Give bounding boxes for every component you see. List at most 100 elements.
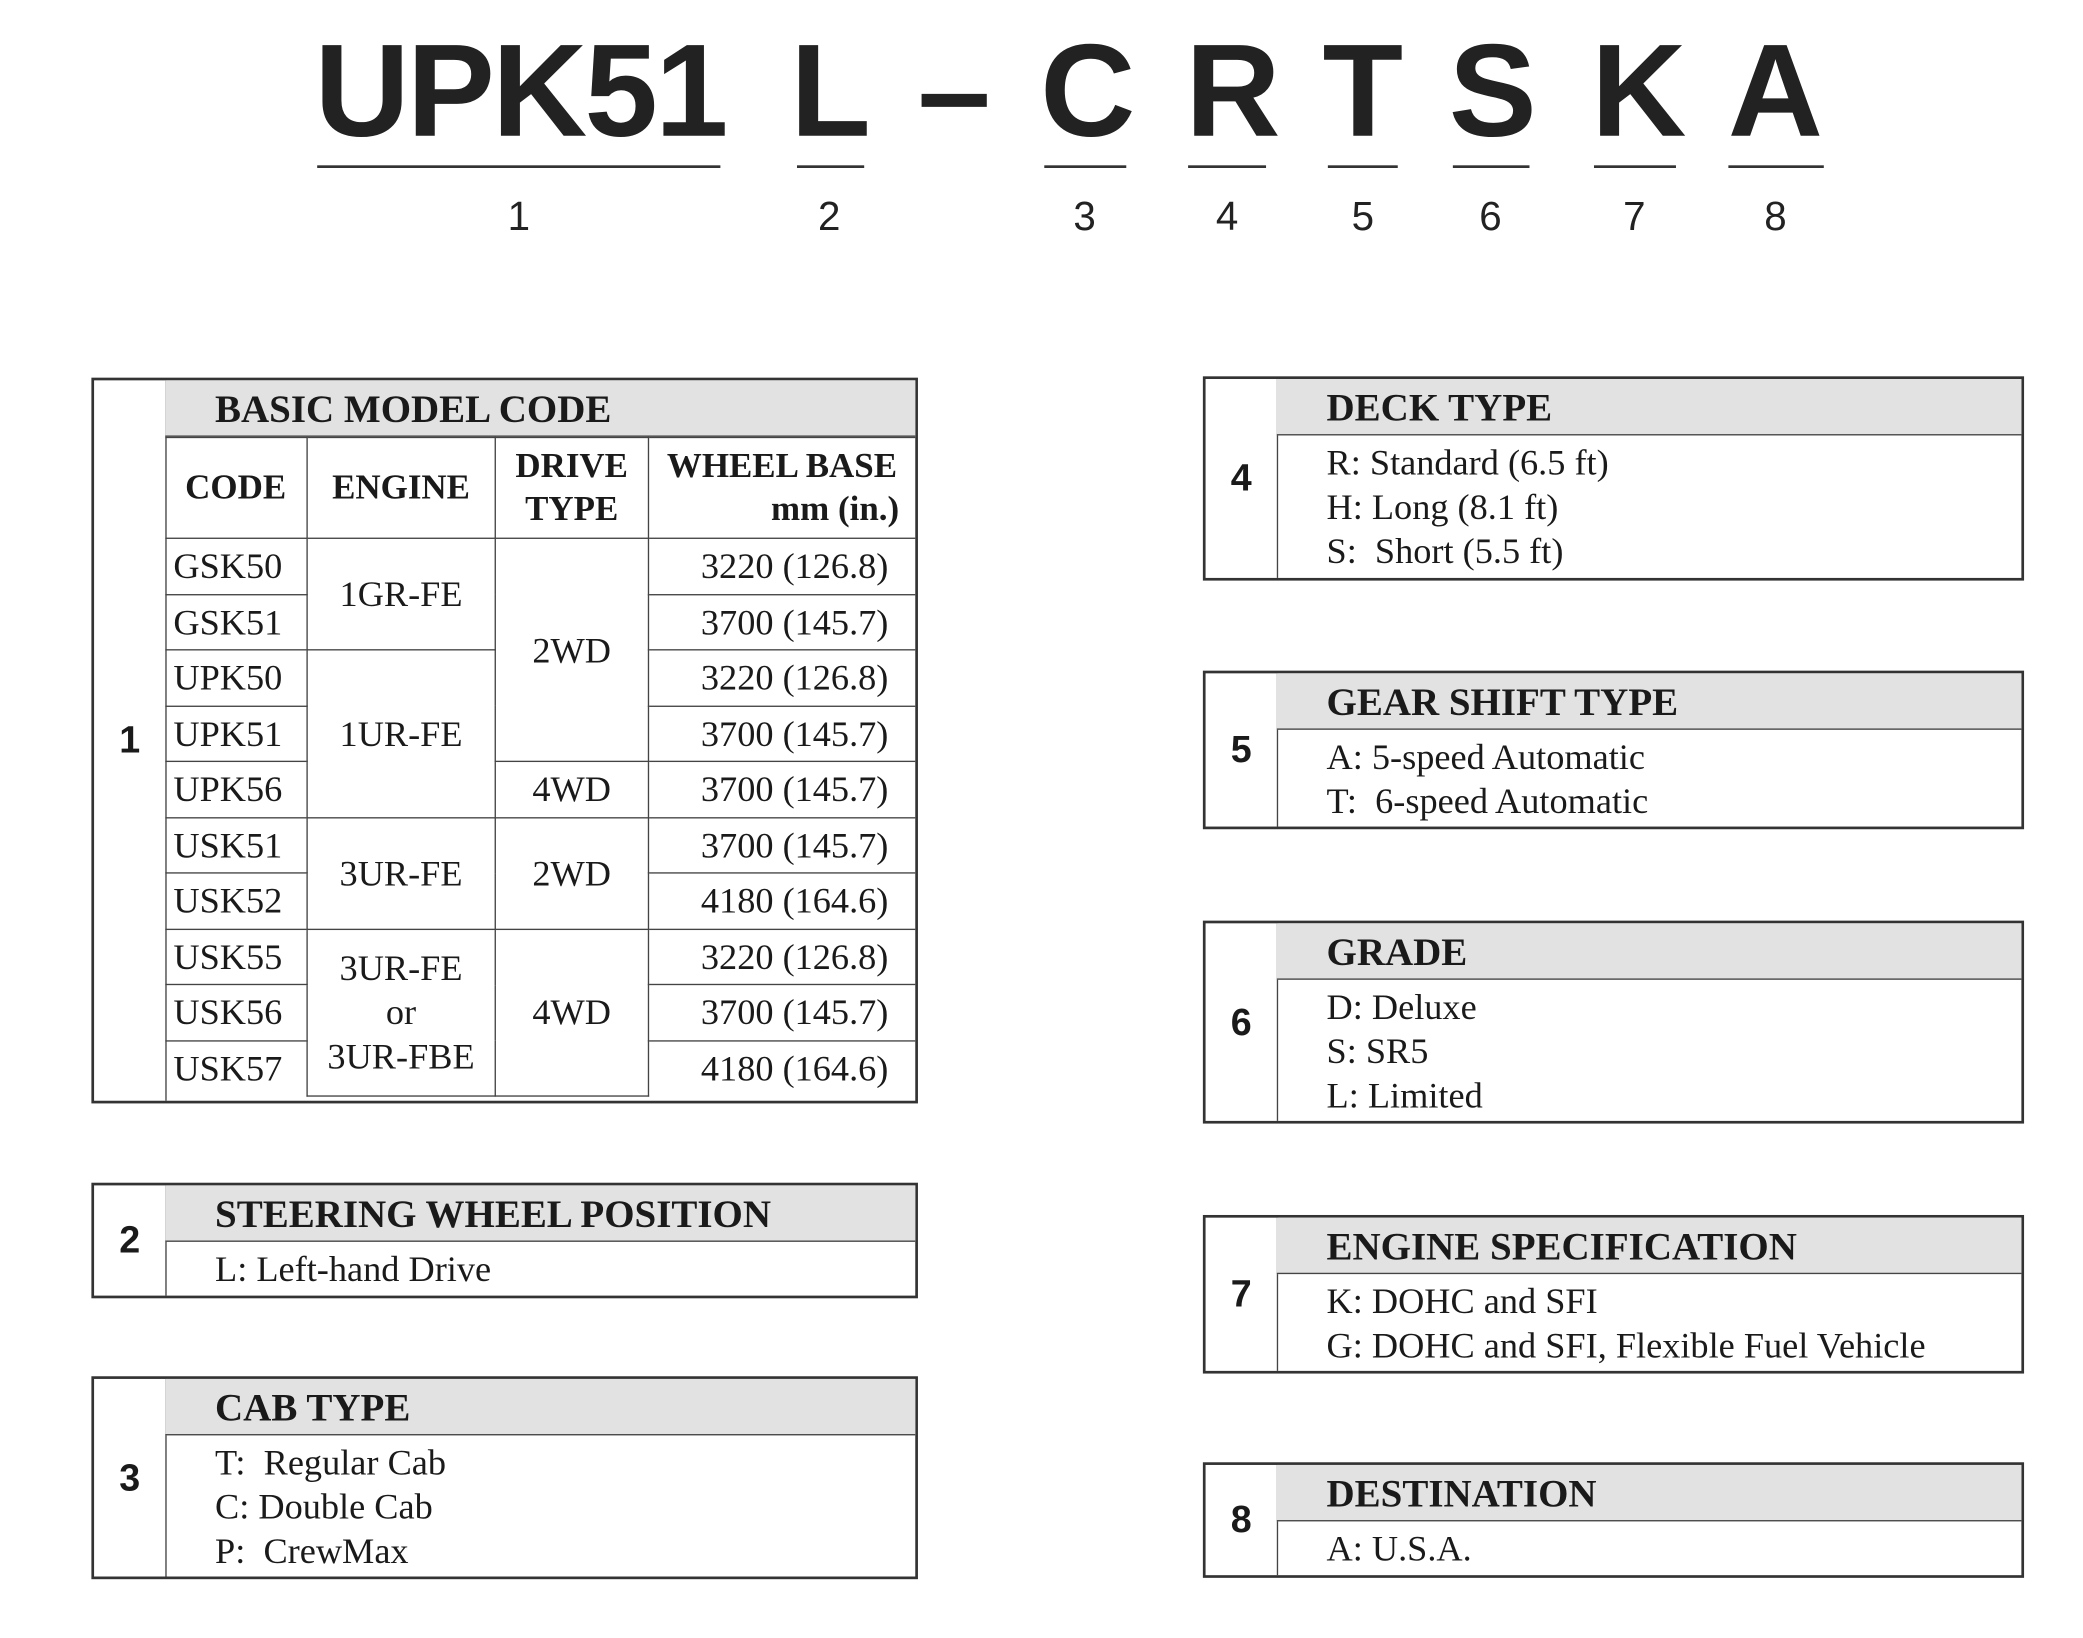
section-basic-model-code: 1 BASIC MODEL CODE CODE ENGINE DRIVE TYP… [91, 377, 918, 1104]
position-7: 7 [1623, 194, 1646, 240]
position-6: 6 [1479, 194, 1502, 240]
position-3: 3 [1073, 194, 1096, 240]
wheel-base-cell: 3700 (145.7) [647, 593, 916, 651]
code-part-5: T [1322, 16, 1404, 164]
section-number: 3 [94, 1378, 167, 1577]
section-items: A: 5-speed Automatic T: 6-speed Automatic [1277, 730, 2022, 824]
section-deck-type: 4 DECK TYPE R: Standard (6.5 ft) H: Long (8… [1202, 376, 2025, 581]
wheel-base-cell: 3220 (126.8) [647, 649, 916, 707]
section-number: 5 [1206, 673, 1279, 827]
section-title: STEERING WHEEL POSITION [165, 1185, 916, 1242]
engine-cell: 3UR-FE [306, 816, 497, 930]
underline-3 [1044, 165, 1127, 168]
list-item: P: CrewMax [215, 1530, 409, 1572]
wheel-base-cell: 4180 (164.6) [647, 1039, 916, 1096]
list-item: R: Standard (6.5 ft) [1326, 442, 1609, 483]
section-title: DESTINATION [1276, 1464, 2022, 1522]
section-number: 4 [1206, 379, 1279, 578]
table-row: USK52 4180 (164.6) [165, 872, 916, 930]
section-engine-specification: 7 ENGINE SPECIFICATION K: DOHC and SFI G: D… [1202, 1214, 2025, 1374]
engine-line: 3UR-FBE [327, 1035, 475, 1076]
section-gear-shift-type: 5 GEAR SHIFT TYPE A: 5-speed Automatic T: 6… [1202, 670, 2025, 830]
table-row: USK51 3UR-FE 2WD 3700 (145.7) [165, 816, 916, 930]
underline-5 [1327, 165, 1398, 168]
section-cab-type: 3 CAB TYPE T: Regular Cab C: Double Cab P: C… [91, 1376, 918, 1580]
wheel-base-cell: 4180 (164.6) [647, 872, 916, 930]
section-title: BASIC MODEL CODE [165, 380, 916, 437]
code-cell: USK52 [165, 872, 308, 930]
list-item: T: Regular Cab [215, 1442, 447, 1483]
section-title: GRADE [1276, 923, 2022, 980]
code-part-4: R [1185, 16, 1281, 164]
list-item: G: DOHC and SFI, Flexible Fuel Vehicle [1326, 1325, 1926, 1366]
section-number: 7 [1206, 1217, 1279, 1371]
section-steering-wheel-position: 2 STEERING WHEEL POSITION L: Left-hand Dri… [91, 1182, 918, 1299]
wheel-base-cell: 3220 (126.8) [647, 928, 916, 986]
underline-7 [1593, 165, 1676, 168]
underline-6 [1452, 165, 1530, 168]
code-part-8: A [1727, 16, 1823, 164]
list-item: S: Short (5.5 ft) [1326, 530, 1564, 572]
table-row: USK55 3UR-FE or 3UR-FBE 4WD 3220 (126.8) [165, 928, 916, 1097]
list-item: S: SR5 [1326, 1030, 1429, 1072]
code-part-6: S [1448, 16, 1537, 164]
list-item: A: U.S.A. [1326, 1528, 1472, 1569]
code-cell: USK55 [165, 928, 308, 986]
section-items: R: Standard (6.5 ft) H: Long (8.1 ft) S: S… [1277, 435, 2022, 573]
list-item: T: 6-speed Automatic [1326, 780, 1649, 822]
drive-cell: 4WD [494, 760, 649, 818]
table-row: UPK51 3700 (145.7) [165, 704, 916, 763]
position-1: 1 [507, 194, 530, 240]
code-part-1: UPK51 [314, 16, 729, 164]
section-items: D: Deluxe S: SR5 L: Limited [1277, 980, 2022, 1118]
underline-2 [796, 165, 865, 168]
list-item: K: DOHC and SFI [1326, 1280, 1598, 1322]
list-item: L: Limited [1326, 1075, 1483, 1116]
underline-8 [1728, 165, 1824, 168]
list-item: L: Left-hand Drive [215, 1248, 492, 1289]
engine-cell: 1GR-FE [306, 537, 497, 651]
header-engine: ENGINE [306, 436, 497, 539]
code-part-7: K [1591, 16, 1687, 164]
position-5: 5 [1351, 194, 1375, 240]
wheel-base-unit: mm (in.) [771, 489, 900, 529]
underline-4 [1188, 165, 1267, 168]
code-cell: USK57 [165, 1039, 308, 1096]
list-item: C: Double Cab [215, 1486, 433, 1527]
wheel-base-cell: 3700 (145.7) [647, 704, 916, 763]
code-part-2: L [790, 16, 871, 164]
section-number: 1 [94, 380, 167, 1101]
code-cell: UPK51 [165, 704, 308, 763]
engine-line: 3UR-FE [339, 946, 463, 988]
list-item: D: Deluxe [1326, 986, 1477, 1027]
section-number: 8 [1206, 1464, 1279, 1576]
header-wheel-base: WHEEL BASE mm (in.) [647, 436, 916, 539]
table-row: GSK51 3700 (145.7) [165, 593, 916, 651]
section-title: GEAR SHIFT TYPE [1276, 673, 2022, 730]
position-2: 2 [818, 194, 841, 240]
section-title: ENGINE SPECIFICATION [1276, 1217, 2022, 1275]
section-items: T: Regular Cab C: Double Cab P: CrewMax [165, 1435, 915, 1573]
wheel-base-cell: 3700 (145.7) [647, 983, 916, 1041]
underline-1 [317, 165, 721, 168]
list-item: A: 5-speed Automatic [1326, 736, 1645, 777]
list-item: H: Long (8.1 ft) [1326, 486, 1559, 527]
header-code: CODE [165, 436, 308, 539]
table-row: USK57 4180 (164.6) [165, 1039, 916, 1096]
code-cell: GSK51 [165, 593, 308, 651]
section-items: A: U.S.A. [1277, 1521, 2022, 1571]
table-row: UPK50 1UR-FE 3220 (126.8) [165, 649, 916, 818]
wheel-base-cell: 3220 (126.8) [647, 537, 916, 595]
table-row: GSK50 1GR-FE 2WD 3220 (126.8) [165, 537, 916, 763]
code-cell: USK51 [165, 816, 308, 874]
header-drive-type: DRIVE TYPE [494, 436, 649, 539]
wheel-base-label: WHEEL BASE [666, 446, 898, 486]
drive-cell: 2WD [494, 816, 649, 930]
code-cell: UPK56 [165, 760, 308, 818]
table-row: USK56 3700 (145.7) [165, 983, 916, 1041]
drive-cell: 4WD [494, 928, 649, 1097]
engine-cell: 1UR-FE [306, 649, 497, 818]
code-cell: UPK50 [165, 649, 308, 707]
engine-cell: 3UR-FE or 3UR-FBE [306, 928, 497, 1097]
wheel-base-cell: 3700 (145.7) [647, 816, 916, 874]
